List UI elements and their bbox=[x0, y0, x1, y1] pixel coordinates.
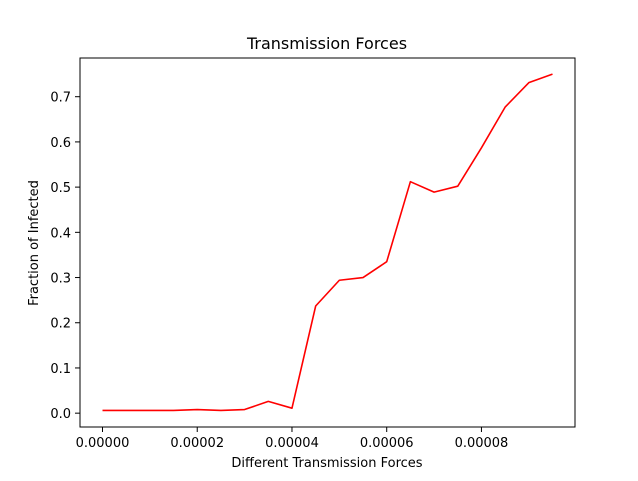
x-axis-ticks: 0.00000 0.00002 0.00004 0.00006 0.00008 bbox=[76, 427, 509, 451]
chart-title: Transmission Forces bbox=[246, 34, 407, 53]
x-tick-label: 0.00002 bbox=[170, 436, 224, 451]
y-tick-label: 0.3 bbox=[50, 272, 71, 287]
x-tick-label: 0.00004 bbox=[265, 436, 319, 451]
y-axis-ticks: 0.0 0.1 0.2 0.3 0.4 0.5 0.6 0.7 bbox=[50, 91, 80, 422]
x-axis-label: Different Transmission Forces bbox=[231, 456, 422, 471]
y-tick-label: 0.0 bbox=[50, 407, 71, 422]
y-tick-label: 0.1 bbox=[50, 362, 71, 377]
x-tick-label: 0.00000 bbox=[76, 436, 130, 451]
y-tick-label: 0.7 bbox=[50, 91, 71, 106]
x-tick-label: 0.00006 bbox=[360, 436, 414, 451]
plot-frame bbox=[79, 57, 576, 428]
series-line bbox=[102, 73, 553, 412]
y-tick-label: 0.2 bbox=[50, 317, 71, 332]
y-tick-label: 0.4 bbox=[50, 226, 71, 241]
x-tick-label: 0.00008 bbox=[455, 436, 509, 451]
y-axis-label: Fraction of Infected bbox=[27, 180, 42, 306]
y-tick-label: 0.6 bbox=[50, 136, 71, 151]
series-group bbox=[102, 73, 553, 412]
y-tick-label: 0.5 bbox=[50, 181, 71, 196]
